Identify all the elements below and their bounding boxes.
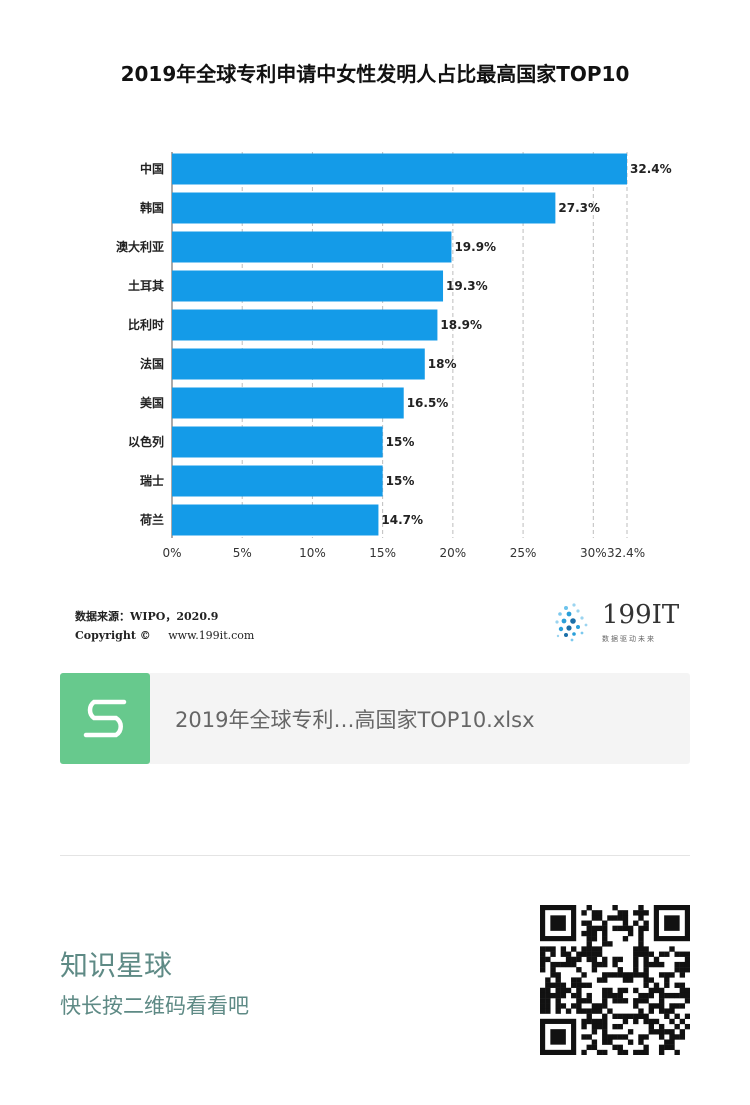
value-label: 14.7% [381, 513, 423, 527]
value-label: 32.4% [630, 162, 672, 176]
category-label: 荷兰 [139, 512, 164, 527]
logo-tagline: 数据驱动未来 [602, 635, 656, 643]
category-label: 美国 [140, 395, 164, 410]
copyright: Copyright © www.199it.com [75, 629, 254, 642]
brand-logo: 199IT 数据驱动未来 [552, 598, 692, 650]
spreadsheet-file-icon [60, 673, 150, 764]
category-label: 瑞士 [140, 473, 164, 488]
x-tick-label: 15% [369, 546, 396, 560]
bar [172, 504, 379, 536]
value-label: 19.3% [446, 279, 488, 293]
logo-dots-icon [555, 603, 588, 642]
category-label: 中国 [140, 161, 164, 176]
logo-text: 199IT [602, 600, 680, 630]
value-label: 27.3% [558, 201, 600, 215]
value-label: 15% [386, 474, 415, 488]
chart-title: 2019年全球专利申请中女性发明人占比最高国家TOP10 [120, 62, 630, 86]
bar [172, 426, 383, 458]
promo-title: 知识星球 [60, 949, 173, 982]
bar [172, 387, 404, 419]
qr-code-icon[interactable] [540, 905, 690, 1055]
data-source: 数据来源：WIPO，2020.9 [75, 610, 219, 623]
website-url[interactable]: www.199it.com [168, 629, 255, 642]
x-tick-label: 30% [580, 546, 607, 560]
value-label: 18.9% [440, 318, 482, 332]
promo-subtitle: 快长按二维码看看吧 [60, 994, 249, 1018]
x-tick-label: 5% [233, 546, 252, 560]
x-tick-label: 32.4% [607, 546, 645, 560]
bar [172, 153, 627, 185]
x-tick-label: 20% [440, 546, 467, 560]
bar [172, 192, 556, 224]
x-tick-label: 25% [510, 546, 537, 560]
bar-chart: 0% 5% 10% 15% 20% 25% 30% 32.4%中国 32.4%韩国 27.3%澳大… [116, 152, 672, 560]
category-label: 韩国 [140, 200, 164, 215]
s-letter-icon [83, 699, 127, 738]
x-tick-label: 0% [162, 546, 181, 560]
value-label: 18% [428, 357, 457, 371]
category-label: 澳大利亚 [116, 239, 164, 254]
divider [60, 855, 690, 856]
file-name: 2019年全球专利…高国家TOP10.xlsx [175, 708, 535, 732]
x-tick-label: 10% [299, 546, 326, 560]
category-label: 土耳其 [128, 278, 164, 293]
category-label: 比利时 [128, 317, 164, 332]
value-label: 16.5% [407, 396, 449, 410]
category-label: 法国 [140, 356, 164, 371]
value-label: 15% [386, 435, 415, 449]
copyright-label: Copyright © [75, 629, 151, 642]
bar [172, 309, 438, 341]
bar [172, 231, 452, 263]
file-attachment[interactable]: 2019年全球专利…高国家TOP10.xlsx [60, 673, 690, 764]
bar [172, 270, 444, 302]
bar [172, 348, 425, 380]
category-label: 以色列 [128, 434, 164, 449]
value-label: 19.9% [454, 240, 496, 254]
bar [172, 465, 383, 497]
